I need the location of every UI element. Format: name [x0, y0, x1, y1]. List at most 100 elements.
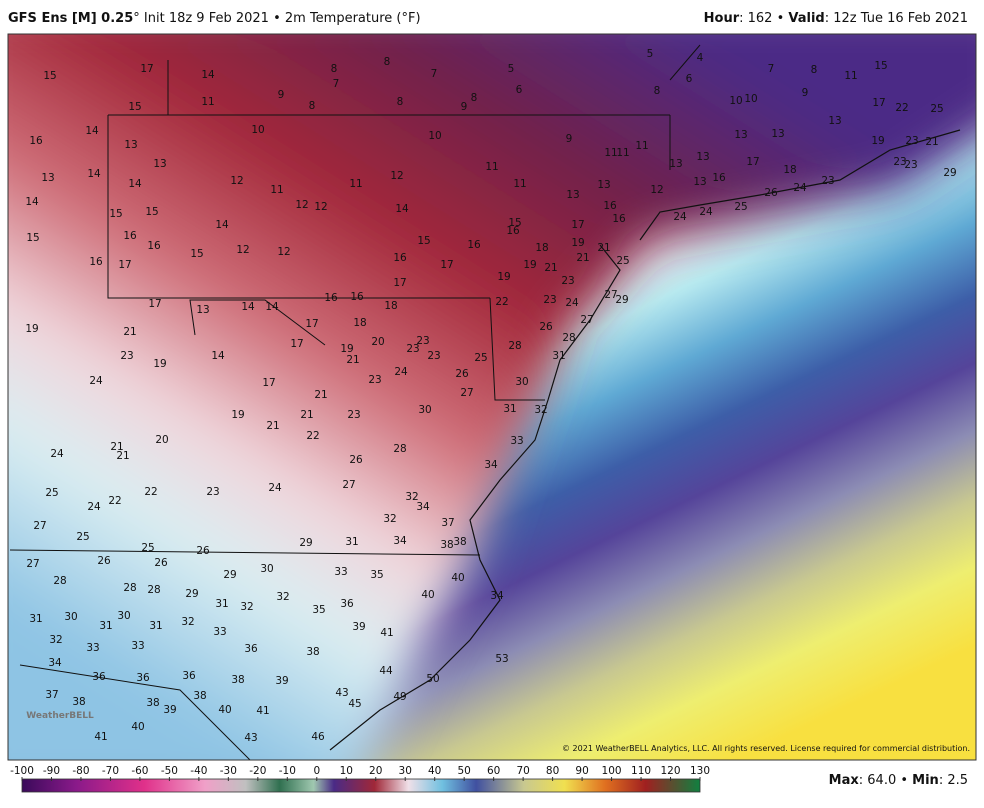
- station-value: 5: [647, 48, 654, 60]
- valid-value: : 12z Tue 16 Feb 2021: [825, 11, 968, 26]
- station-value: 21: [925, 136, 938, 148]
- station-value: 16: [147, 240, 161, 252]
- station-value: 17: [746, 156, 759, 168]
- station-value: 35: [370, 569, 383, 581]
- station-value: 23: [427, 350, 440, 362]
- station-value: 46: [311, 731, 325, 743]
- station-value: 28: [508, 340, 521, 352]
- station-value: 23: [543, 294, 556, 306]
- station-value: 17: [393, 277, 406, 289]
- station-value: 17: [571, 219, 584, 231]
- station-value: 10: [744, 93, 757, 105]
- colorbar-tick-label: 30: [399, 765, 412, 777]
- colorbar: [21, 778, 701, 793]
- station-value: 14: [25, 196, 39, 208]
- station-value: 25: [930, 103, 943, 115]
- station-value: 15: [874, 60, 887, 72]
- colorbar-tick-label: 90: [575, 765, 588, 777]
- station-value: 14: [215, 219, 229, 231]
- station-value: 16: [89, 256, 103, 268]
- station-value: 23: [406, 343, 419, 355]
- station-value: 36: [340, 598, 354, 610]
- station-value: 16: [603, 200, 617, 212]
- station-value: 31: [215, 598, 228, 610]
- station-value: 41: [256, 705, 269, 717]
- station-value: 37: [45, 689, 58, 701]
- colorbar-tick-label: -60: [131, 765, 148, 777]
- station-value: 27: [604, 289, 617, 301]
- colorbar-tick-label: -50: [161, 765, 178, 777]
- station-value: 39: [163, 704, 176, 716]
- station-value: 9: [278, 89, 285, 101]
- station-value: 33: [334, 566, 347, 578]
- station-value: 14: [241, 301, 255, 313]
- station-value: 31: [552, 350, 565, 362]
- station-value: 27: [26, 558, 39, 570]
- station-value: 20: [155, 434, 168, 446]
- station-value: 32: [181, 616, 194, 628]
- station-value: 34: [490, 590, 504, 602]
- station-value: 21: [110, 441, 123, 453]
- station-value: 16: [467, 239, 481, 251]
- station-value: 18: [535, 242, 548, 254]
- station-value: 40: [421, 589, 434, 601]
- station-value: 34: [484, 459, 498, 471]
- station-value: 38: [440, 539, 453, 551]
- station-value: 23: [368, 374, 381, 386]
- station-value: 22: [895, 102, 908, 114]
- station-value: 29: [185, 588, 198, 600]
- station-value: 10: [251, 124, 264, 136]
- station-value: 30: [515, 376, 528, 388]
- station-value: 21: [266, 420, 279, 432]
- station-value: 18: [353, 317, 366, 329]
- station-value: 13: [566, 189, 579, 201]
- station-value: 14: [211, 350, 225, 362]
- station-value: 26: [455, 368, 469, 380]
- colorbar-tick-label: -30: [220, 765, 237, 777]
- station-value: 25: [141, 542, 154, 554]
- station-value: 28: [147, 584, 160, 596]
- colorbar-tick-label: 50: [457, 765, 470, 777]
- station-value: 53: [495, 653, 508, 665]
- station-value: 16: [612, 213, 626, 225]
- station-value: 21: [123, 326, 136, 338]
- station-value: 7: [768, 63, 775, 75]
- title-desc: ° Init 18z 9 Feb 2021 • 2m Temperature (…: [133, 11, 420, 26]
- station-value: 15: [26, 232, 39, 244]
- station-value: 10: [729, 95, 742, 107]
- station-value: 13: [696, 151, 709, 163]
- station-value: 38: [193, 690, 206, 702]
- station-value: 22: [108, 495, 121, 507]
- hour-label: Hour: [704, 11, 740, 26]
- station-value: 25: [616, 255, 629, 267]
- station-value: 13: [771, 128, 784, 140]
- colorbar-tick-label: -40: [190, 765, 207, 777]
- station-value: 20: [371, 336, 384, 348]
- state-borders: [9, 44, 701, 760]
- station-value: 28: [562, 332, 575, 344]
- max-label: Max: [829, 773, 860, 788]
- station-value: 16: [324, 292, 338, 304]
- station-value: 15: [145, 206, 158, 218]
- station-value: 16: [506, 225, 520, 237]
- station-value: 31: [345, 536, 358, 548]
- station-value: 5: [508, 63, 515, 75]
- station-value: 31: [29, 613, 42, 625]
- station-value: 11: [485, 161, 498, 173]
- station-value: 6: [516, 84, 523, 96]
- station-value: 41: [380, 627, 393, 639]
- station-value: 17: [290, 338, 303, 350]
- station-value: 19: [571, 237, 584, 249]
- colorbar-tick-label: 100: [602, 765, 622, 777]
- station-value: 10: [428, 130, 441, 142]
- station-value: 38: [146, 697, 159, 709]
- colorbar-tick-label: -80: [72, 765, 89, 777]
- colorbar-tick-label: 70: [516, 765, 529, 777]
- station-value: 15: [43, 70, 56, 82]
- valid-label: Valid: [788, 11, 824, 26]
- station-value: 23: [821, 175, 834, 187]
- station-value: 18: [384, 300, 397, 312]
- station-value: 23: [904, 159, 917, 171]
